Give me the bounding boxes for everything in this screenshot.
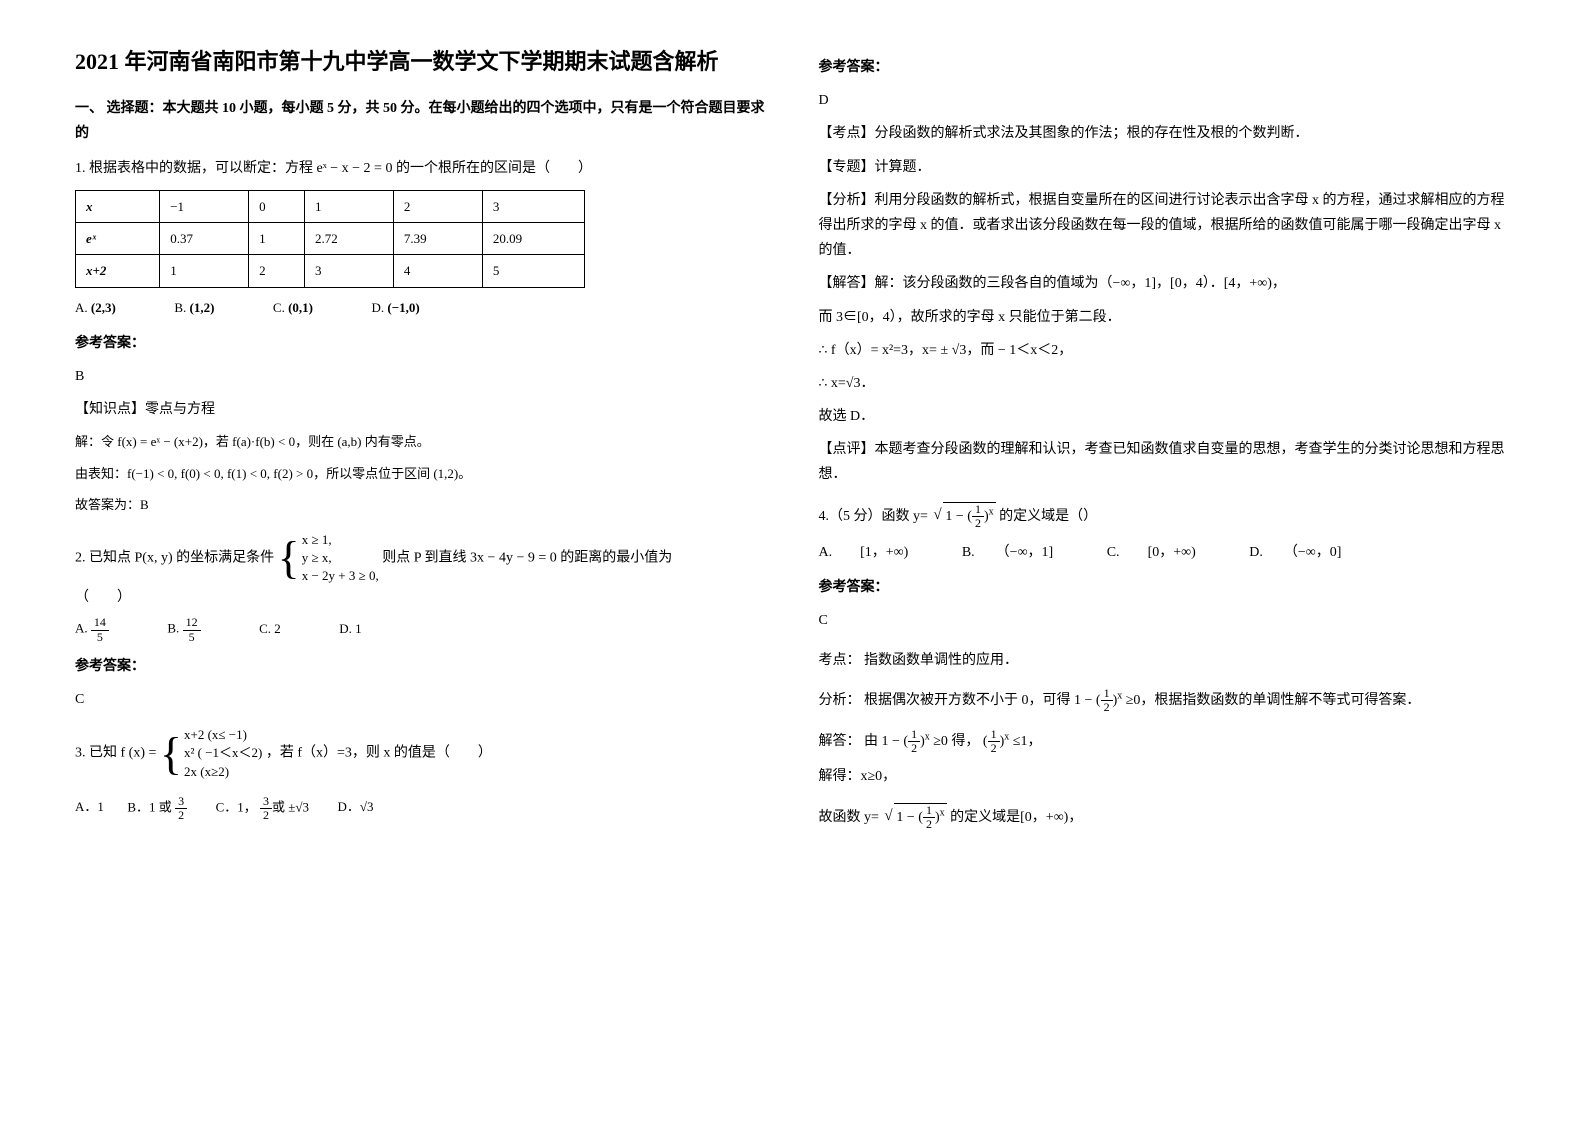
cell: 5 [482, 255, 584, 287]
cell: 7.39 [393, 222, 482, 254]
q3-answer: D [819, 88, 1513, 113]
zhuanti: 【专题】计算题． [819, 155, 1513, 180]
cell: 0.37 [160, 222, 249, 254]
jieda-line: 而 3∈[0，4），故所求的字母 x 只能位于第二段． [819, 305, 1513, 330]
q3-stem: 3. 已知 f (x) = { x+2 (x≤ −1) x² ( −1＜x＜2)… [75, 726, 769, 781]
table-row: eˣ 0.37 1 2.72 7.39 20.09 [76, 222, 585, 254]
option-c: C. 2 [259, 617, 281, 640]
cell: 3 [482, 190, 584, 222]
q1-answer: B [75, 364, 769, 389]
answer-label: 参考答案： [75, 331, 769, 356]
q2-stem-pre: 2. 已知点 P(x, y) 的坐标满足条件 [75, 550, 274, 565]
cell: 2.72 [305, 222, 394, 254]
q2-options: A. 145 B. 125 C. 2 D. 1 [75, 616, 769, 643]
option-d: D. 1 [339, 617, 361, 640]
left-brace: { [160, 733, 182, 774]
option-b: B. （−∞，1] [962, 540, 1053, 565]
brace-system: { x ≥ 1, y ≥ x, x − 2y + 3 ≥ 0, [278, 531, 379, 586]
brace-content: x ≥ 1, y ≥ x, x − 2y + 3 ≥ 0, [302, 531, 379, 586]
option-d: D. （−∞，0] [1249, 540, 1341, 565]
q4-stem-post: 的定义域是（） [999, 509, 1097, 524]
q4-options: A. [1，+∞) B. （−∞，1] C. [0，+∞) D. （−∞，0] [819, 540, 1513, 565]
blank: （ ） [75, 585, 769, 610]
option-a: A. [1，+∞) [819, 540, 909, 565]
option-c: C．1， 32或 ±√3 [216, 795, 309, 822]
answer-label: 参考答案： [819, 575, 1513, 600]
left-brace: { [278, 537, 300, 578]
option-b: B．1 或 32 [127, 795, 187, 822]
q1-table: x −1 0 1 2 3 eˣ 0.37 1 2.72 7.39 20.09 x… [75, 190, 585, 288]
q4-jieda-line: 解得：x≥0， [819, 764, 1513, 789]
cell: 1 [249, 222, 305, 254]
brace-content: x+2 (x≤ −1) x² ( −1＜x＜2) 2x (x≥2) [184, 726, 262, 781]
q3-stem-post: ，若 f（x）=3，则 x 的值是（ ） [266, 746, 492, 761]
table-row: x+2 1 2 3 4 5 [76, 255, 585, 287]
option-b: B. (1,2) [174, 296, 214, 319]
cell: x [76, 190, 160, 222]
option-a: A. (2,3) [75, 296, 116, 319]
cell: 3 [305, 255, 394, 287]
jieda-line: 故选 D． [819, 404, 1513, 429]
q1-knowledge: 【知识点】零点与方程 [75, 397, 769, 422]
q1-stem: 1. 根据表格中的数据，可以断定：方程 eˣ − x − 2 = 0 的一个根所… [75, 156, 769, 181]
q1-sol-line: 故答案为：B [75, 493, 769, 516]
jieda-line: 【解答】解：该分段函数的三段各自的值域为（−∞，1]，[0，4）．[4，+∞)， [819, 271, 1513, 296]
dianping: 【点评】本题考查分段函数的理解和认识，考查已知函数值求自变量的思想，考查学生的分… [819, 437, 1513, 487]
fenxi: 【分析】利用分段函数的解析式，根据自变量所在的区间进行讨论表示出含字母 x 的方… [819, 188, 1513, 264]
q3-options: A．1 B．1 或 32 C．1， 32或 ±√3 D．√3 [75, 795, 769, 822]
cell: 2 [249, 255, 305, 287]
q2-stem-post: 则点 P 到直线 3x − 4y − 9 = 0 的距离的最小值为 [382, 550, 672, 565]
sqrt-expr: 1 − (12)x [894, 803, 946, 831]
q2-stem: 2. 已知点 P(x, y) 的坐标满足条件 { x ≥ 1, y ≥ x, x… [75, 531, 769, 586]
q4-answer: C [819, 608, 1513, 633]
cell: 1 [305, 190, 394, 222]
option-a: A. 145 [75, 616, 109, 643]
section-heading: 一、 选择题：本大题共 10 小题，每小题 5 分，共 50 分。在每小题给出的… [75, 96, 769, 146]
jieda-line: ∴ x=√3． [819, 371, 1513, 396]
question-4: 4.（5 分）函数 y= 1 − (12)x 的定义域是（） A. [1，+∞)… [819, 502, 1513, 831]
cell: 2 [393, 190, 482, 222]
question-3: 3. 已知 f (x) = { x+2 (x≤ −1) x² ( −1＜x＜2)… [75, 726, 769, 822]
q2-answer: C [75, 687, 769, 712]
q4-jieda-line: 故函数 y= 1 − (12)x 的定义域是[0，+∞)， [819, 803, 1513, 831]
sqrt-expr: 1 − (12)x [943, 502, 995, 530]
q4-jieda: 解答： 由 1 − (12)x ≥0 得， (12)x ≤1， [819, 728, 1513, 755]
answer-label: 参考答案： [75, 654, 769, 679]
kaodian: 【考点】分段函数的解析式求法及其图象的作法；根的存在性及根的个数判断． [819, 121, 1513, 146]
question-1: 1. 根据表格中的数据，可以断定：方程 eˣ − x − 2 = 0 的一个根所… [75, 156, 769, 516]
jieda-line: ∴ f（x）= x²=3，x= ± √3，而 − 1＜x＜2， [819, 338, 1513, 363]
q1-sol-line: 由表知：f(−1) < 0, f(0) < 0, f(1) < 0, f(2) … [75, 462, 769, 485]
brace-system: { x+2 (x≤ −1) x² ( −1＜x＜2) 2x (x≥2) [160, 726, 262, 781]
q4-stem: 4.（5 分）函数 y= 1 − (12)x 的定义域是（） [819, 502, 1513, 530]
cell: 4 [393, 255, 482, 287]
answer-label: 参考答案： [819, 55, 1513, 80]
option-c: C. (0,1) [273, 296, 313, 319]
cell: x+2 [76, 255, 160, 287]
q4-stem-pre: 4.（5 分）函数 y= [819, 509, 928, 524]
q3-stem-pre: 3. 已知 f (x) = [75, 746, 156, 761]
table-row: x −1 0 1 2 3 [76, 190, 585, 222]
cell: eˣ [76, 222, 160, 254]
question-2: 2. 已知点 P(x, y) 的坐标满足条件 { x ≥ 1, y ≥ x, x… [75, 531, 769, 713]
option-d: D. (−1,0) [372, 296, 420, 319]
option-a: A．1 [75, 795, 104, 818]
cell: 1 [160, 255, 249, 287]
option-d: D．√3 [338, 795, 374, 818]
q4-fenxi: 分析： 根据偶次被开方数不小于 0，可得 1 − (12)x ≥0，根据指数函数… [819, 687, 1513, 714]
q1-sol-line: 解：令 f(x) = eˣ − (x+2)，若 f(a)·f(b) < 0，则在… [75, 430, 769, 453]
option-c: C. [0，+∞) [1107, 540, 1196, 565]
cell: −1 [160, 190, 249, 222]
q1-options: A. (2,3) B. (1,2) C. (0,1) D. (−1,0) [75, 296, 769, 321]
option-b: B. 125 [167, 616, 200, 643]
cell: 0 [249, 190, 305, 222]
q4-kaodian: 考点： 指数函数单调性的应用． [819, 648, 1513, 673]
page-title: 2021 年河南省南阳市第十九中学高一数学文下学期期末试题含解析 [75, 45, 769, 78]
cell: 20.09 [482, 222, 584, 254]
